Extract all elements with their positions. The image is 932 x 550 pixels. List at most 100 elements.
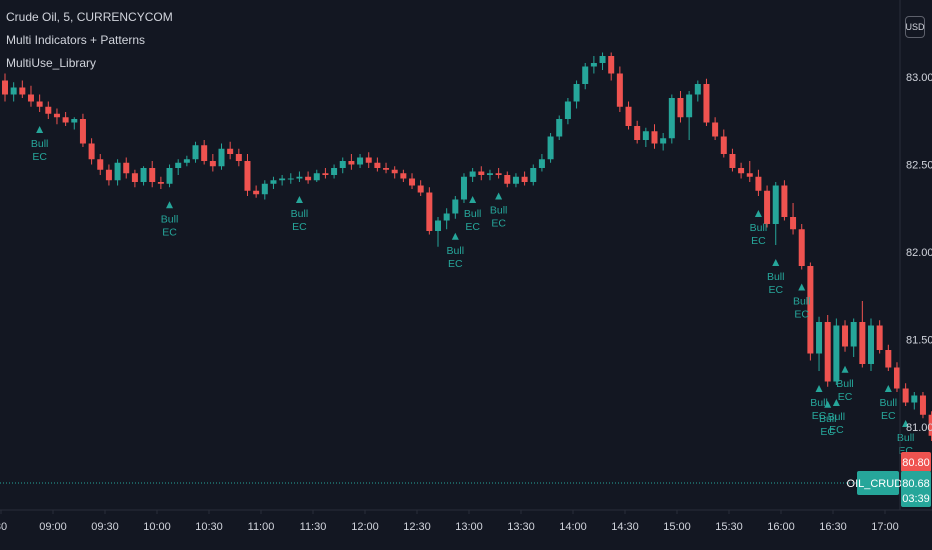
candle-body xyxy=(244,161,251,191)
candle-body xyxy=(201,145,208,161)
marker-label-line1: Bull xyxy=(31,138,49,150)
marker-label-line1: Bull xyxy=(828,411,846,423)
candle xyxy=(919,392,926,419)
candle xyxy=(270,176,277,189)
candle-body xyxy=(677,98,684,118)
triangle-up-icon xyxy=(166,201,174,209)
candle-body xyxy=(114,162,121,181)
candle xyxy=(677,91,684,123)
candle-body xyxy=(772,185,779,224)
candle xyxy=(478,166,485,181)
x-tick-label: 14:00 xyxy=(559,521,587,533)
candle-body xyxy=(538,159,545,168)
candle xyxy=(590,56,597,74)
candle xyxy=(426,187,433,235)
candle-body xyxy=(885,350,892,368)
candle xyxy=(157,176,164,189)
candle-body xyxy=(192,145,199,160)
marker-label-line2: EC xyxy=(448,258,463,270)
candle-body xyxy=(157,182,164,184)
x-tick-label: 15:00 xyxy=(663,521,691,533)
candle-body xyxy=(253,190,260,195)
candle-body xyxy=(564,101,571,119)
candle xyxy=(175,159,182,175)
candle xyxy=(305,171,312,184)
marker-label-line1: Bull xyxy=(490,205,508,217)
candle xyxy=(149,161,156,188)
candle-body xyxy=(512,176,519,184)
indicator-multi-indicators[interactable]: Multi Indicators + Patterns xyxy=(6,33,146,47)
candle xyxy=(668,94,675,144)
candle xyxy=(201,140,208,165)
marker-label-line1: Bull xyxy=(810,397,828,409)
triangle-up-icon xyxy=(295,196,303,203)
candle xyxy=(452,196,459,219)
candle-body xyxy=(287,178,294,180)
candle-body xyxy=(79,119,86,144)
marker-label-line2: EC xyxy=(465,221,480,233)
candle-body xyxy=(45,106,52,114)
x-tick-label: 13:30 xyxy=(507,521,535,533)
candle-body xyxy=(651,131,658,144)
candle xyxy=(79,113,86,147)
candle xyxy=(261,180,268,200)
candle xyxy=(876,320,883,354)
price-axis[interactable]: 83.00 82.50 82.00 81.50 81.00 xyxy=(899,0,932,510)
currency-button[interactable]: USD xyxy=(905,16,925,38)
candle-body xyxy=(729,154,736,168)
candle-body xyxy=(270,180,277,184)
x-tick-label: 30 xyxy=(0,521,7,533)
candle-body xyxy=(694,84,701,95)
candle-body xyxy=(590,63,597,67)
candle-body xyxy=(218,148,225,167)
candle xyxy=(642,127,649,147)
candle xyxy=(486,169,493,181)
candle-body xyxy=(893,367,900,389)
triangle-up-icon xyxy=(451,232,459,240)
candle xyxy=(530,164,537,186)
candle xyxy=(45,101,52,119)
candle xyxy=(625,101,632,130)
candle-body xyxy=(720,136,727,154)
candle xyxy=(166,164,173,188)
marker-label-line1: Bull xyxy=(750,222,768,234)
candle xyxy=(703,78,710,126)
candle xyxy=(651,124,658,149)
candle-body xyxy=(625,106,632,126)
candle xyxy=(660,133,667,151)
candle xyxy=(781,180,788,221)
candle-body xyxy=(582,66,589,84)
candle-body xyxy=(227,148,234,154)
candle xyxy=(686,91,693,140)
time-axis[interactable]: 30 09:00 09:30 10:00 10:30 11:00 11:30 12:00 12:… xyxy=(0,509,932,533)
symbol-title[interactable]: Crude Oil, 5, CURRENCYCOM xyxy=(6,10,173,24)
candle-body xyxy=(816,322,823,354)
candle-body xyxy=(712,122,719,137)
candle xyxy=(573,80,580,109)
candle xyxy=(790,203,797,235)
candle-body xyxy=(417,185,424,193)
candle xyxy=(911,392,918,410)
candle xyxy=(10,82,17,102)
indicator-multiuse-library[interactable]: MultiUse_Library xyxy=(6,56,97,70)
candle xyxy=(227,141,234,160)
candle xyxy=(694,80,701,102)
candle-body xyxy=(469,171,476,177)
candle xyxy=(460,173,467,203)
candle xyxy=(279,175,286,186)
candle-body xyxy=(183,159,190,163)
candle-body xyxy=(668,98,675,139)
candle xyxy=(443,208,450,230)
candle xyxy=(235,148,242,167)
candle-body xyxy=(616,73,623,107)
x-tick-label: 12:30 xyxy=(403,521,431,533)
candle-body xyxy=(296,176,303,179)
candle xyxy=(885,344,892,371)
candle xyxy=(105,164,112,186)
candle xyxy=(746,161,753,182)
candle-body xyxy=(573,84,580,102)
